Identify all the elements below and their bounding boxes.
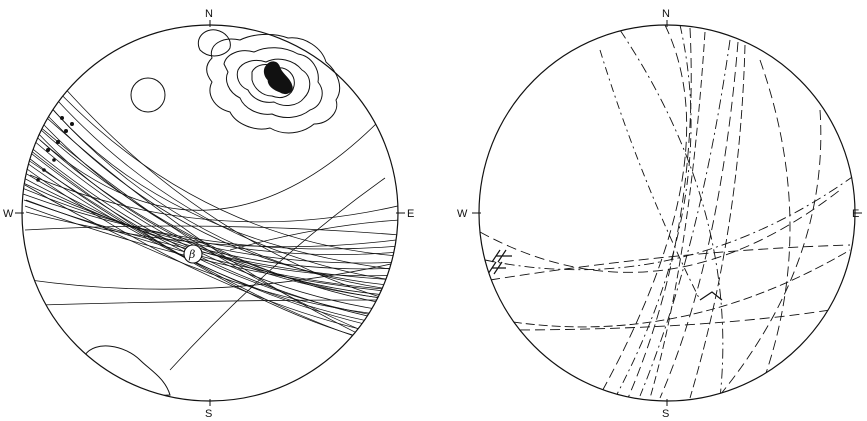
great-circle-girdle-left (22, 84, 398, 343)
east-label-right: E (852, 208, 859, 220)
contour-north-lobe (197, 29, 231, 57)
density-maximum (263, 61, 293, 94)
north-label-left: N (205, 8, 213, 20)
ticks-right (472, 20, 862, 406)
dashed-great-circles-shallow (479, 174, 855, 331)
west-label-right: W (457, 208, 468, 220)
south-label-left: S (205, 408, 212, 420)
stereonet-right: N S W E (457, 8, 862, 420)
east-label-left: E (407, 208, 414, 220)
beta-label: β (188, 248, 195, 261)
primitive-circle-right (478, 24, 856, 402)
contour-lower-left (59, 345, 171, 401)
west-label-left: W (3, 208, 14, 220)
primitive-circle-left (21, 24, 399, 402)
ticks-left (15, 20, 405, 406)
slickenside-symbols (487, 249, 723, 301)
stereonet-left: N S W E (3, 8, 414, 420)
contour-small-circle (130, 77, 166, 113)
north-label-right: N (662, 8, 670, 20)
dashed-great-circles-steep (599, 25, 822, 399)
beta-marker: β (183, 244, 203, 264)
pole-points-left (36, 116, 74, 182)
south-label-right: S (662, 408, 669, 420)
